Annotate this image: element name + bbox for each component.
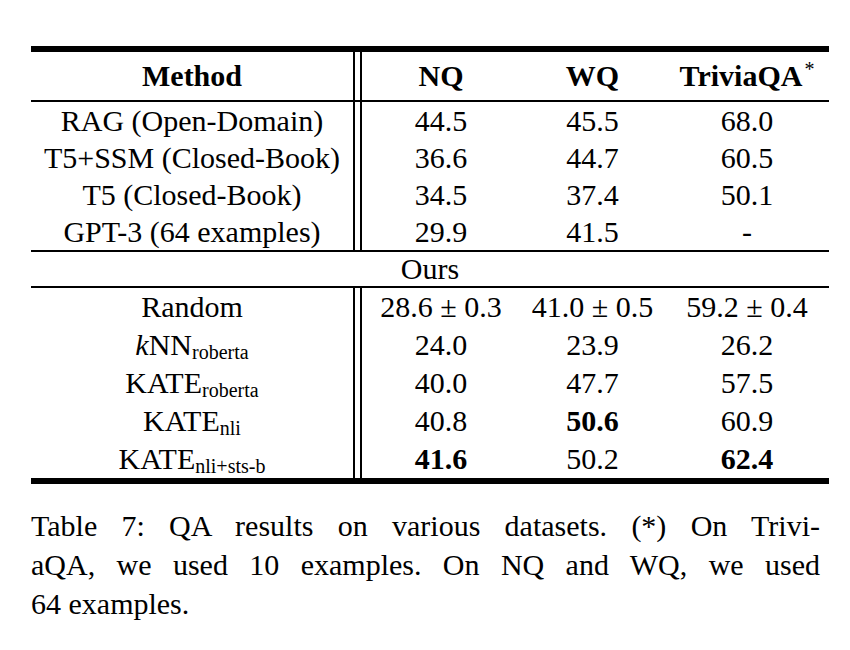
column-divider <box>353 102 362 139</box>
method-name: KATE <box>125 366 202 399</box>
triviaqa-value-cell: 57.5 <box>665 364 829 402</box>
nq-value-cell: 44.5 <box>362 102 520 139</box>
column-header-triviaqa: TriviaQA* <box>665 52 829 100</box>
method-subscript: roberta <box>192 341 249 363</box>
section-label-row: Ours <box>31 252 829 286</box>
method-name: NN <box>149 328 192 361</box>
column-divider <box>353 139 362 176</box>
method-name: Random <box>141 290 243 323</box>
wq-value-cell: 41.0 ± 0.5 <box>520 288 665 326</box>
caption-line-1: Table 7: QA results on various datasets.… <box>31 506 820 545</box>
method-cell: RAG (Open-Domain) <box>31 102 353 139</box>
table-row: Random 28.6 ± 0.3 41.0 ± 0.5 59.2 ± 0.4 <box>31 288 829 326</box>
column-divider <box>353 213 362 250</box>
column-divider <box>353 326 362 364</box>
results-table: Method NQ WQ TriviaQA* RAG (Open-Domain)… <box>31 46 829 484</box>
column-divider <box>353 176 362 213</box>
column-header-method: Method <box>31 52 353 100</box>
triviaqa-value-cell: 50.1 <box>665 176 829 213</box>
method-cell: GPT-3 (64 examples) <box>31 213 353 250</box>
column-divider <box>353 288 362 326</box>
nq-value-cell: 24.0 <box>362 326 520 364</box>
column-divider <box>353 402 362 440</box>
table-row: RAG (Open-Domain) 44.5 45.5 68.0 <box>31 102 829 139</box>
triviaqa-value-cell: 26.2 <box>665 326 829 364</box>
nq-value-cell: 40.8 <box>362 402 520 440</box>
method-cell: T5+SSM (Closed-Book) <box>31 139 353 176</box>
column-header-wq: WQ <box>520 52 665 100</box>
triviaqa-value-cell: 68.0 <box>665 102 829 139</box>
table-row: KATEnli+sts-b 41.6 50.2 62.4 <box>31 440 829 478</box>
triviaqa-value-cell: - <box>665 213 829 250</box>
nq-value-cell: 40.0 <box>362 364 520 402</box>
wq-value-cell: 41.5 <box>520 213 665 250</box>
caption-line-3: 64 examples. <box>31 584 820 623</box>
column-header-nq: NQ <box>362 52 520 100</box>
table-caption: Table 7: QA results on various datasets.… <box>31 506 820 623</box>
column-divider <box>353 440 362 478</box>
method-cell: KATEnli <box>31 402 353 440</box>
wq-value-cell: 37.4 <box>520 176 665 213</box>
table-row: T5 (Closed-Book) 34.5 37.4 50.1 <box>31 176 829 213</box>
nq-value-cell: 34.5 <box>362 176 520 213</box>
wq-value-cell: 50.2 <box>520 440 665 478</box>
triviaqa-value-cell: 60.9 <box>665 402 829 440</box>
wq-value-cell: 45.5 <box>520 102 665 139</box>
table-row: T5+SSM (Closed-Book) 36.6 44.7 60.5 <box>31 139 829 176</box>
table-row: kNNroberta 24.0 23.9 26.2 <box>31 326 829 364</box>
triviaqa-value-cell: 60.5 <box>665 139 829 176</box>
nq-value-cell: 36.6 <box>362 139 520 176</box>
wq-value-cell: 23.9 <box>520 326 665 364</box>
method-name: KATE <box>119 442 196 475</box>
table-row: KATEnli 40.8 50.6 60.9 <box>31 402 829 440</box>
method-cell: Random <box>31 288 353 326</box>
wq-value-cell: 44.7 <box>520 139 665 176</box>
table-row: KATEroberta 40.0 47.7 57.5 <box>31 364 829 402</box>
method-cell: KATEroberta <box>31 364 353 402</box>
column-divider <box>353 364 362 402</box>
triviaqa-value-cell: 59.2 ± 0.4 <box>665 288 829 326</box>
column-divider <box>353 52 362 100</box>
table-bottom-rule <box>31 478 829 484</box>
method-cell: KATEnli+sts-b <box>31 440 353 478</box>
method-name: KATE <box>143 404 220 437</box>
caption-line-2: aQA, we used 10 examples. On NQ and WQ, … <box>31 545 820 584</box>
method-subscript: roberta <box>202 379 259 401</box>
section-label-ours: Ours <box>31 252 829 286</box>
wq-value-cell: 50.6 <box>520 402 665 440</box>
method-cell: kNNroberta <box>31 326 353 364</box>
footnote-asterisk-marker: * <box>804 58 814 80</box>
nq-value-cell: 29.9 <box>362 213 520 250</box>
method-cell: T5 (Closed-Book) <box>31 176 353 213</box>
method-prefix: k <box>135 328 148 361</box>
method-subscript: nli+sts-b <box>195 455 265 477</box>
column-header-triviaqa-label: TriviaQA <box>680 59 803 92</box>
method-subscript: nli <box>220 417 241 439</box>
triviaqa-value-cell: 62.4 <box>665 440 829 478</box>
table-header-row: Method NQ WQ TriviaQA* <box>31 52 829 100</box>
nq-value-cell: 28.6 ± 0.3 <box>362 288 520 326</box>
table-row: GPT-3 (64 examples) 29.9 41.5 - <box>31 213 829 250</box>
wq-value-cell: 47.7 <box>520 364 665 402</box>
nq-value-cell: 41.6 <box>362 440 520 478</box>
